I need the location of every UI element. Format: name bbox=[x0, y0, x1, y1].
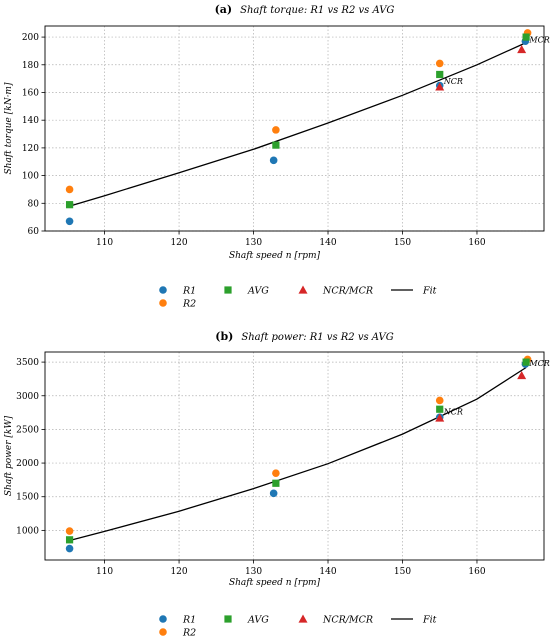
x-axis-label: Shaft speed n [rpm] bbox=[229, 578, 321, 588]
point-r2 bbox=[435, 396, 444, 405]
legend-swatch-r1 bbox=[159, 615, 167, 623]
point-avg bbox=[272, 479, 280, 487]
x-tick-label: 130 bbox=[245, 238, 262, 248]
point-r1 bbox=[269, 489, 278, 498]
panel-b: (b) Shaft power: R1 vs R2 vs AVG 110 120 130… bbox=[4, 330, 550, 639]
legend-label-ncr-mcr: NCR/MCR bbox=[322, 286, 373, 297]
legend-swatch-r2 bbox=[159, 299, 167, 307]
legend-label-r1: R1 bbox=[182, 286, 196, 297]
plot-frame bbox=[44, 25, 545, 232]
legend-label-fit: Fit bbox=[422, 615, 437, 626]
annotation-ncr: NCR bbox=[443, 77, 463, 86]
y-tick-label: 200 bbox=[22, 33, 39, 43]
point-r2 bbox=[435, 59, 444, 68]
legend-label-avg: AVG bbox=[247, 615, 269, 626]
point-r1 bbox=[65, 544, 74, 553]
point-avg bbox=[65, 536, 74, 544]
x-axis-label: Shaft speed n [rpm] bbox=[229, 251, 321, 261]
y-tick-label: 80 bbox=[28, 199, 40, 209]
legend-label-r2: R2 bbox=[182, 628, 196, 639]
legend-swatch-avg bbox=[224, 286, 232, 294]
legend-swatch-avg bbox=[224, 615, 232, 623]
y-tick-label: 2500 bbox=[16, 425, 39, 435]
point-avg bbox=[522, 358, 530, 366]
y-tick-label: 60 bbox=[28, 227, 40, 237]
panel-title: (a) Shaft torque: R1 vs R2 vs AVG bbox=[215, 3, 395, 16]
y-tick-label: 140 bbox=[22, 116, 39, 126]
x-tick-label: 150 bbox=[394, 238, 411, 248]
y-tick-label: 180 bbox=[22, 61, 39, 71]
point-r2 bbox=[65, 185, 74, 194]
x-tick-label: 140 bbox=[319, 238, 336, 248]
point-r2 bbox=[272, 469, 280, 477]
panel-a: (a) Shaft torque: R1 vs R2 vs AVG 110 120 13… bbox=[4, 3, 550, 310]
point-avg bbox=[65, 201, 74, 209]
y-axis-label: Shaft power [kW] bbox=[4, 415, 14, 496]
legend-label-avg: AVG bbox=[247, 286, 269, 297]
annotation-mcr: MCR bbox=[528, 359, 549, 368]
annotation-ncr: NCR bbox=[443, 407, 463, 416]
point-ncr-mcr bbox=[435, 413, 445, 422]
x-tick-label: 110 bbox=[96, 238, 113, 248]
x-tick-label: 120 bbox=[170, 238, 187, 248]
point-r1 bbox=[65, 217, 74, 226]
point-avg bbox=[436, 70, 444, 79]
y-tick-label: 1500 bbox=[16, 493, 39, 503]
chart-title: Shaft power: R1 vs R2 vs AVG bbox=[241, 332, 393, 343]
plot-frame bbox=[44, 351, 545, 561]
annotation-mcr: MCR bbox=[528, 35, 549, 44]
point-r1 bbox=[269, 156, 278, 165]
panel-letter: (b) bbox=[215, 330, 233, 343]
legend-swatch-r1 bbox=[159, 286, 167, 294]
point-r2 bbox=[65, 527, 74, 535]
legend-label-r2: R2 bbox=[182, 299, 196, 310]
x-tick-label: 120 bbox=[170, 567, 187, 577]
x-tick-label: 160 bbox=[468, 567, 485, 577]
y-tick-label: 3000 bbox=[16, 392, 39, 402]
legend-label-fit: Fit bbox=[422, 286, 437, 297]
legend-swatch-r2 bbox=[159, 628, 167, 636]
point-r2 bbox=[272, 126, 280, 134]
point-avg bbox=[272, 141, 280, 149]
point-ncr-mcr bbox=[517, 45, 527, 54]
y-tick-label: 100 bbox=[22, 172, 39, 182]
legend-swatch-ncr-mcr bbox=[298, 614, 308, 623]
x-tick-label: 140 bbox=[319, 567, 336, 577]
legend: R1 AVG NCR/MCR Fit R2 bbox=[159, 614, 437, 639]
y-axis-label: Shaft torque [kN·m] bbox=[4, 82, 14, 174]
fit-line bbox=[69, 366, 527, 542]
x-tick-label: 130 bbox=[245, 567, 262, 577]
y-tick-label: 1000 bbox=[16, 526, 39, 536]
point-ncr-mcr bbox=[517, 371, 527, 380]
x-tick-label: 110 bbox=[96, 567, 113, 577]
x-tick-label: 160 bbox=[468, 238, 485, 248]
legend-label-ncr-mcr: NCR/MCR bbox=[322, 615, 373, 626]
point-avg bbox=[522, 33, 530, 41]
y-tick-label: 160 bbox=[22, 88, 39, 98]
point-avg bbox=[436, 405, 444, 413]
chart-title: Shaft torque: R1 vs R2 vs AVG bbox=[240, 5, 394, 16]
x-tick-label: 150 bbox=[394, 567, 411, 577]
legend-swatch-ncr-mcr bbox=[298, 285, 308, 294]
y-tick-label: 3500 bbox=[16, 358, 39, 368]
panel-title: (b) Shaft power: R1 vs R2 vs AVG bbox=[215, 330, 393, 343]
legend: R1 AVG NCR/MCR Fit R2 bbox=[159, 285, 437, 310]
fit-line bbox=[69, 42, 527, 207]
panel-letter: (a) bbox=[215, 3, 233, 16]
y-tick-label: 120 bbox=[22, 144, 39, 154]
point-ncr-mcr bbox=[435, 82, 445, 91]
y-tick-label: 2000 bbox=[16, 459, 39, 469]
legend-label-r1: R1 bbox=[182, 615, 196, 626]
